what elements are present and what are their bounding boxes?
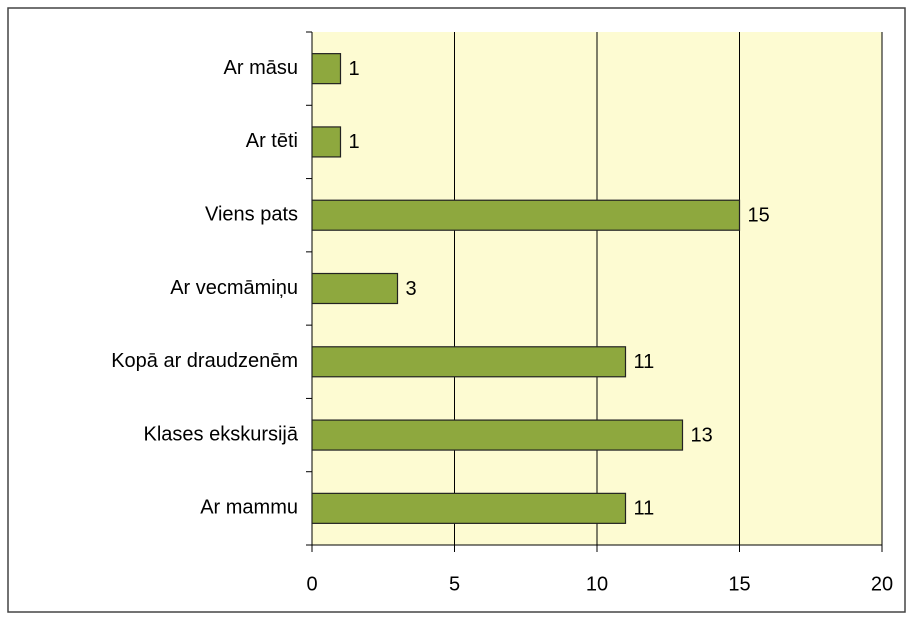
bar bbox=[311, 346, 627, 378]
y-tick-label: Ar mammu bbox=[200, 497, 298, 519]
data-label: 11 bbox=[634, 351, 655, 373]
x-tick-label: 10 bbox=[586, 573, 608, 595]
x-tick-label: 5 bbox=[449, 573, 460, 595]
y-tick-label: Klases ekskursijā bbox=[143, 423, 298, 445]
y-tick-label: Kopā ar draudzenēm bbox=[111, 350, 298, 372]
y-tick-label: Ar vecmāmiņu bbox=[170, 277, 298, 299]
y-tick-label: Viens pats bbox=[205, 203, 298, 225]
bar bbox=[311, 126, 342, 158]
y-tick-label: Ar māsu bbox=[224, 57, 298, 79]
x-tick-label: 0 bbox=[306, 573, 317, 595]
bar bbox=[311, 199, 741, 231]
data-label: 13 bbox=[691, 424, 713, 446]
y-tick-label: Ar tēti bbox=[246, 130, 298, 152]
data-label: 15 bbox=[748, 204, 770, 226]
data-label: 1 bbox=[349, 131, 360, 153]
bar bbox=[311, 272, 399, 305]
x-tick-label: 15 bbox=[728, 573, 750, 595]
bar bbox=[311, 419, 684, 451]
bar bbox=[311, 492, 627, 524]
data-label: 3 bbox=[406, 278, 417, 300]
bar bbox=[311, 53, 342, 85]
data-label: 1 bbox=[349, 58, 360, 80]
data-label: 11 bbox=[634, 498, 655, 520]
x-tick-label: 20 bbox=[871, 573, 893, 595]
